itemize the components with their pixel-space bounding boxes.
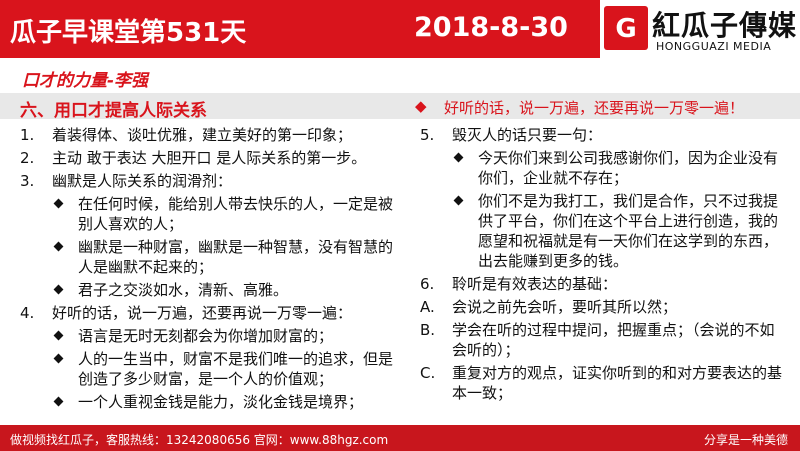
bullet-item: 幽默是一种财富，幽默是一种智慧，没有智慧的人是幽默不起来的； xyxy=(20,237,396,277)
list-item: 1. 着装得体、谈吐优雅，建立美好的第一印象； xyxy=(20,125,396,145)
bullet-item: 在任何时候，能给别人带去快乐的人，一定是被别人喜欢的人； xyxy=(20,194,396,234)
left-column: 1. 着装得体、谈吐优雅，建立美好的第一印象； 2. 主动 敢于表达 大胆开口 是人际… xyxy=(20,125,396,415)
item-text: 重复对方的观点，证实你听到的和对方要表达的基本一致； xyxy=(452,364,783,402)
bullet-text: 今天你们来到公司我感谢你们，因为企业没有你们，企业就不存在； xyxy=(478,149,779,187)
bullet-item: 语言是无时无刻都会为你增加财富的； xyxy=(20,326,396,346)
section-quote: 好听的话，说一万遍，还要再说一万零一遍！ xyxy=(415,97,745,118)
bullet-text: 幽默是一种财富，幽默是一种智慧，没有智慧的人是幽默不起来的； xyxy=(78,238,394,276)
quote-text: 好听的话，说一万遍，还要再说一万零一遍！ xyxy=(444,99,745,117)
brand: 紅瓜子傳媒 xyxy=(652,9,798,42)
list-item: C. 重复对方的观点，证实你听到的和对方要表达的基本一致； xyxy=(420,363,786,403)
list-item: 4. 好听的话，说一万遍，还要再说一万零一遍： xyxy=(20,303,396,323)
bullet-text: 你们不是为我打工，我们是合作，只不过我提供了平台，你们在这个平台上进行创造，我的… xyxy=(478,192,779,270)
item-marker: 4. xyxy=(20,304,35,322)
item-text: 着装得体、谈吐优雅，建立美好的第一印象； xyxy=(52,126,353,144)
bullet-item: 人的一生当中，财富不是我们唯一的追求，但是创造了多少财富，是一个人的价值观； xyxy=(20,349,396,389)
item-text: 毁灭人的话只要一句： xyxy=(452,126,603,144)
right-column: 5. 毁灭人的话只要一句： 今天你们来到公司我感谢你们，因为企业没有你们，企业就不存… xyxy=(420,125,786,406)
item-marker: 2. xyxy=(20,149,35,167)
item-text: 聆听是有效表达的基础： xyxy=(452,275,618,293)
section-bar: 六、用口才提高人际关系 好听的话，说一万遍，还要再说一万零一遍！ xyxy=(0,93,800,121)
item-marker: B. xyxy=(420,321,436,339)
item-marker: A. xyxy=(420,298,435,316)
item-text: 幽默是人际关系的润滑剂： xyxy=(52,172,233,190)
item-text: 好听的话，说一万遍，还要再说一万零一遍： xyxy=(52,304,353,322)
section-title: 六、用口才提高人际关系 xyxy=(20,101,207,121)
bullet-item: 一个人重视金钱是能力，淡化金钱是境界； xyxy=(20,392,396,412)
item-marker: 6. xyxy=(420,275,435,293)
bullet-text: 语言是无时无刻都会为你增加财富的； xyxy=(78,327,334,345)
bullet-text: 在任何时候，能给别人带去快乐的人，一定是被别人喜欢的人； xyxy=(78,195,394,233)
footer-slogan: 分享是一种美德 xyxy=(703,433,788,447)
logo-letter: G xyxy=(615,14,637,44)
subtitle: 口才的力量-李强 xyxy=(22,71,149,91)
item-marker: 3. xyxy=(20,172,35,190)
item-marker: 1. xyxy=(20,126,35,144)
footer-contact: 做视频找红瓜子，客服热线：13242080656 官网：www.88hgz.co… xyxy=(10,433,389,447)
title: 瓜子早课堂第531天 xyxy=(10,18,247,48)
bullet-text: 君子之交淡如水，清新、高雅。 xyxy=(78,281,289,299)
bullet-text: 人的一生当中，财富不是我们唯一的追求，但是创造了多少财富，是一个人的价值观； xyxy=(78,350,394,388)
list-item: 5. 毁灭人的话只要一句： xyxy=(420,125,786,145)
item-text: 会说之前先会听，要听其所以然； xyxy=(452,298,678,316)
bullet-item: 你们不是为我打工，我们是合作，只不过我提供了平台，你们在这个平台上进行创造，我的… xyxy=(420,191,786,271)
header-bar: 瓜子早课堂第531天 2018-8-30 G 紅瓜子傳媒 HONGGUAZI M… xyxy=(0,0,800,58)
date: 2018-8-30 xyxy=(414,12,568,43)
bullet-item: 君子之交淡如水，清新、高雅。 xyxy=(20,280,396,300)
logo-mark: G xyxy=(604,6,648,50)
brand-english: HONGGUAZI MEDIA xyxy=(656,40,772,53)
list-item: B. 学会在听的过程中提问，把握重点；（会说的不如会听的）； xyxy=(420,320,786,360)
list-item: 6. 聆听是有效表达的基础： xyxy=(420,274,786,294)
list-item: 3. 幽默是人际关系的润滑剂： xyxy=(20,171,396,191)
bullet-item: 今天你们来到公司我感谢你们，因为企业没有你们，企业就不存在； xyxy=(420,148,786,188)
footer-bar: 做视频找红瓜子，客服热线：13242080656 官网：www.88hgz.co… xyxy=(0,425,800,451)
list-item: A. 会说之前先会听，要听其所以然； xyxy=(420,297,786,317)
item-marker: 5. xyxy=(420,126,435,144)
bullet-text: 一个人重视金钱是能力，淡化金钱是境界； xyxy=(78,393,364,411)
item-text: 学会在听的过程中提问，把握重点；（会说的不如会听的）； xyxy=(452,321,775,359)
item-marker: C. xyxy=(420,364,436,382)
list-item: 2. 主动 敢于表达 大胆开口 是人际关系的第一步。 xyxy=(20,148,396,168)
item-text: 主动 敢于表达 大胆开口 是人际关系的第一步。 xyxy=(52,149,367,167)
logo: G 紅瓜子傳媒 HONGGUAZI MEDIA xyxy=(600,0,800,58)
